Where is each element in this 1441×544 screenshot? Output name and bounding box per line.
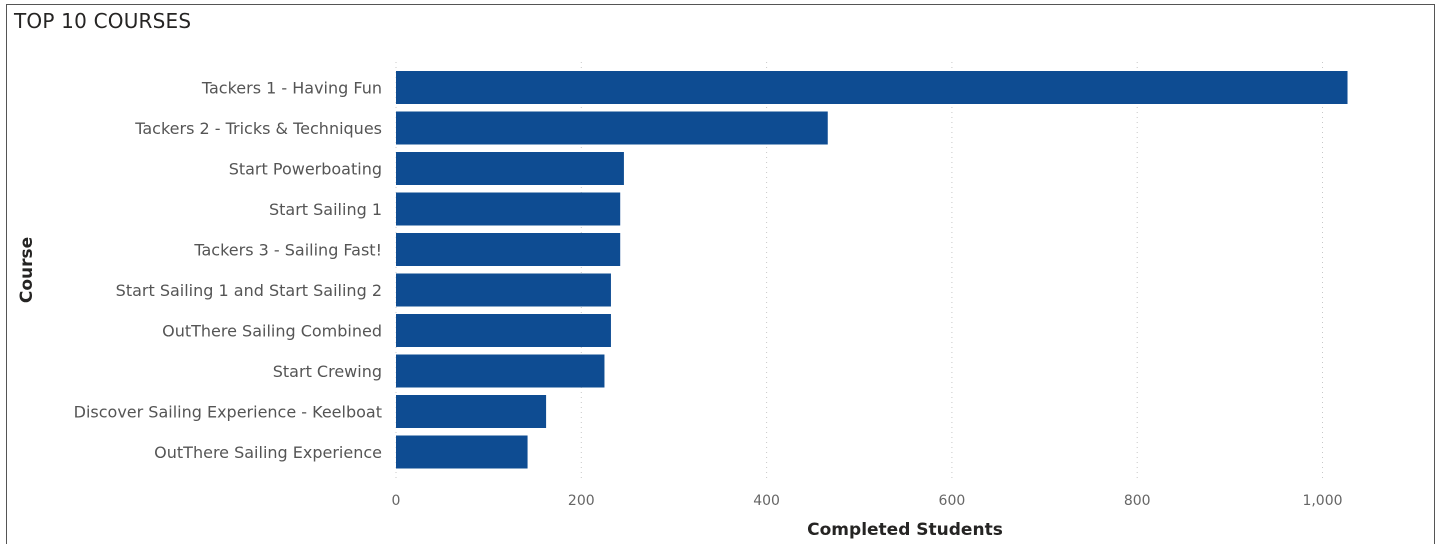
- category-label: Tackers 2 - Tricks & Techniques: [134, 119, 382, 138]
- x-tick-label: 1,000: [1302, 493, 1342, 509]
- bar[interactable]: [396, 192, 621, 226]
- bar[interactable]: [396, 395, 547, 428]
- bar[interactable]: [396, 71, 1348, 104]
- bar[interactable]: [396, 273, 611, 307]
- category-label: OutThere Sailing Experience: [154, 443, 382, 462]
- y-axis-title: Course: [17, 237, 37, 303]
- category-labels: Tackers 1 - Having Fun Tackers 2 - Tricks…: [74, 79, 382, 463]
- category-label: Discover Sailing Experience - Keelboat: [74, 403, 382, 422]
- bar[interactable]: [396, 435, 528, 469]
- bar[interactable]: [396, 354, 605, 388]
- x-tick-label: 800: [1124, 493, 1151, 509]
- bar[interactable]: [396, 233, 621, 266]
- bar[interactable]: [396, 111, 828, 145]
- x-axis-title: Completed Students: [807, 520, 1003, 540]
- category-label: OutThere Sailing Combined: [162, 322, 382, 341]
- x-tick-labels: 0 200 400 600 800 1,000: [392, 493, 1343, 509]
- bar[interactable]: [396, 314, 611, 347]
- chart-title: TOP 10 COURSES: [14, 9, 192, 33]
- bars: [396, 71, 1348, 469]
- category-label: Tackers 1 - Having Fun: [201, 79, 382, 98]
- category-label: Tackers 3 - Sailing Fast!: [193, 241, 382, 260]
- x-tick-label: 0: [392, 493, 401, 509]
- x-tick-label: 400: [753, 493, 780, 509]
- category-label: Start Sailing 1: [269, 200, 382, 219]
- bar[interactable]: [396, 152, 624, 185]
- x-tick-label: 200: [568, 493, 595, 509]
- category-label: Start Sailing 1 and Start Sailing 2: [116, 281, 382, 300]
- category-label: Start Crewing: [273, 362, 382, 381]
- category-label: Start Powerboating: [229, 160, 382, 179]
- x-tick-label: 600: [939, 493, 966, 509]
